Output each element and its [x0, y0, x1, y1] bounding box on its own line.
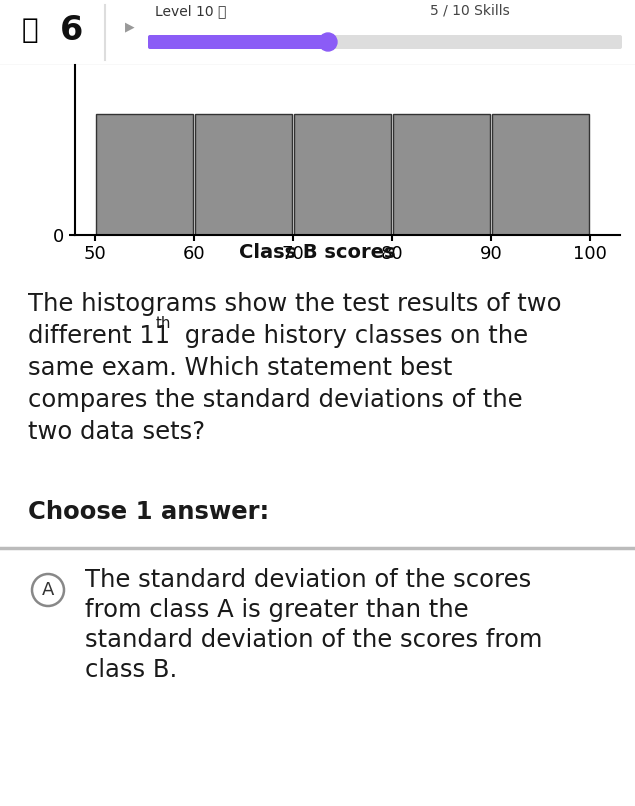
Text: The standard deviation of the scores: The standard deviation of the scores [85, 568, 531, 592]
Bar [294, 114, 391, 235]
Text: 🔥: 🔥 [22, 16, 38, 44]
Text: A: A [42, 581, 54, 599]
Bar [492, 114, 589, 235]
Text: 6: 6 [60, 14, 84, 47]
Text: Choose 1 answer:: Choose 1 answer: [28, 500, 269, 524]
Text: compares the standard deviations of the: compares the standard deviations of the [28, 388, 523, 412]
Text: Level 10 ⓘ: Level 10 ⓘ [155, 4, 226, 18]
Bar [96, 114, 193, 235]
FancyBboxPatch shape [148, 35, 330, 49]
Text: standard deviation of the scores from: standard deviation of the scores from [85, 628, 542, 652]
Text: grade history classes on the: grade history classes on the [177, 324, 528, 348]
Text: The histograms show the test results of two: The histograms show the test results of … [28, 292, 561, 316]
Text: Class B scores: Class B scores [239, 243, 396, 261]
Bar [195, 114, 292, 235]
Text: 5 / 10 Skills: 5 / 10 Skills [430, 4, 510, 18]
Text: two data sets?: two data sets? [28, 420, 205, 444]
Text: different 11: different 11 [28, 324, 170, 348]
FancyBboxPatch shape [148, 35, 622, 49]
Bar [393, 114, 490, 235]
Text: from class A is greater than the: from class A is greater than the [85, 598, 469, 622]
Text: th: th [156, 316, 171, 331]
Circle shape [319, 33, 337, 51]
Text: same exam. Which statement best: same exam. Which statement best [28, 356, 452, 380]
Text: ▶: ▶ [125, 20, 135, 34]
Text: class B.: class B. [85, 658, 177, 682]
